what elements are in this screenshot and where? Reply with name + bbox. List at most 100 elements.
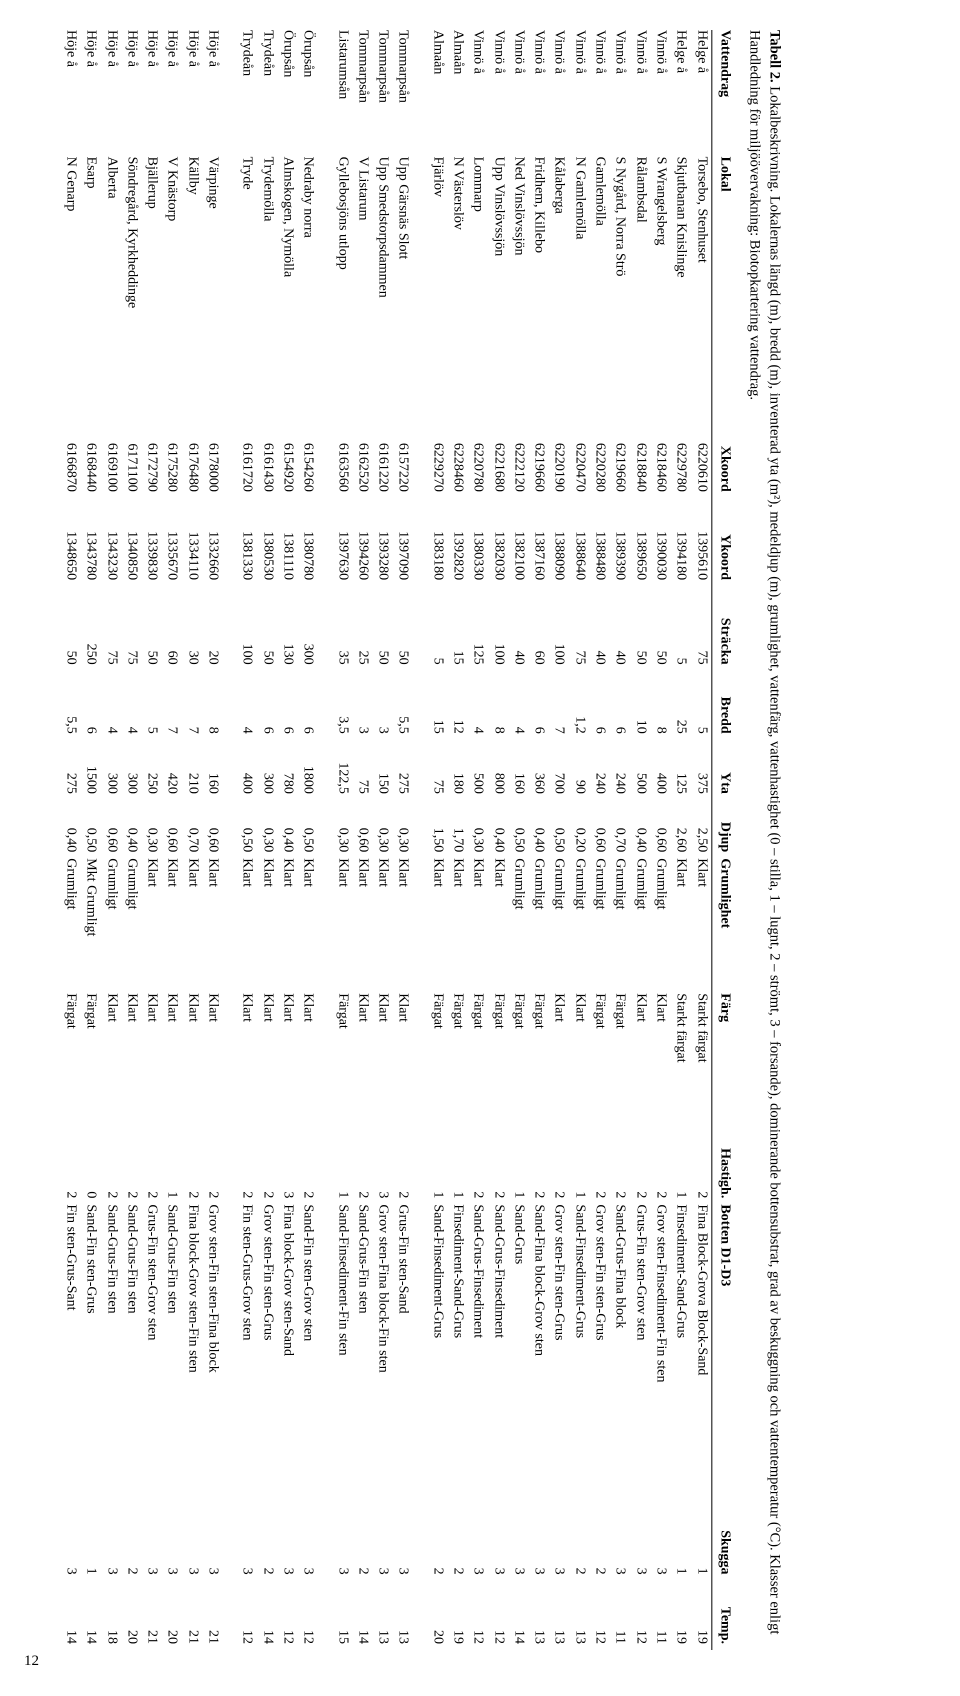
- table-cell: 2: [427, 1500, 447, 1581]
- table-cell: S Nygård, Norra Strö: [609, 157, 629, 410]
- table-cell: 1390030: [650, 498, 670, 586]
- table-cell: 0,60: [101, 800, 121, 858]
- table-cell: 25: [670, 671, 690, 740]
- col-header: Sträcka: [711, 586, 736, 671]
- table-cell: Klart: [352, 858, 372, 993]
- table-cell: 0,40: [488, 800, 508, 858]
- table-cell: 8: [488, 671, 508, 740]
- table-cell: 100: [549, 586, 569, 671]
- table-cell: Klart: [236, 858, 256, 993]
- table-cell: Sand-Grus-Finsediment: [467, 1204, 487, 1499]
- table-cell: 14: [60, 1581, 80, 1650]
- table-cell: 2: [121, 1114, 141, 1204]
- table-cell: 1: [508, 1114, 528, 1204]
- table-cell: 6220610: [691, 410, 712, 498]
- table-cell: N Västerslöv: [447, 157, 467, 410]
- table-cell: 300: [121, 740, 141, 800]
- table-cell: Klart: [297, 993, 317, 1114]
- table-cell: Klart: [392, 993, 412, 1114]
- table-cell: 1388090: [549, 498, 569, 586]
- table-cell: 100: [488, 586, 508, 671]
- table-cell: Almaån: [427, 30, 447, 157]
- table-cell: 3: [488, 1500, 508, 1581]
- data-table: VattendragLokalXkoordYkoordSträckaBreddY…: [60, 30, 736, 1650]
- table-cell: 1: [161, 1114, 181, 1204]
- table-cell: 7: [161, 671, 181, 740]
- table-cell: 2,60: [670, 800, 690, 858]
- table-cell: Färgat: [508, 993, 528, 1114]
- table-cell: 160: [508, 740, 528, 800]
- gap-cell: [222, 30, 236, 1650]
- table-cell: 1334110: [182, 498, 202, 586]
- table-cell: Sand-Fina block-Grov sten: [528, 1204, 548, 1499]
- col-header: Lokal: [711, 157, 736, 410]
- table-cell: Höje å: [121, 30, 141, 157]
- table-cell: 4: [508, 671, 528, 740]
- table-cell: Höje å: [141, 30, 161, 157]
- table-row: Vinnö åGamlemölla622028013884804062400,6…: [589, 30, 609, 1650]
- table-row: Vinnö åUpp Vinslövssjön62216801382030100…: [488, 30, 508, 1650]
- table-cell: 4: [101, 671, 121, 740]
- table-cell: Klart: [332, 858, 352, 993]
- table-cell: 3: [372, 671, 392, 740]
- table-cell: Klart: [670, 858, 690, 993]
- table-cell: Fin sten-Grus-Sant: [60, 1204, 80, 1499]
- table-cell: 6229780: [670, 410, 690, 498]
- table-cell: 1343780: [80, 498, 100, 586]
- table-cell: Klart: [202, 993, 222, 1114]
- table-cell: 3: [508, 1500, 528, 1581]
- table-cell: 1: [80, 1500, 100, 1581]
- table-cell: Fina block-Grov sten-Fin sten: [182, 1204, 202, 1499]
- table-cell: 3: [182, 1500, 202, 1581]
- table-cell: Grumligt: [60, 858, 80, 993]
- table-cell: Färgat: [609, 993, 629, 1114]
- table-cell: 0,70: [182, 800, 202, 858]
- table-cell: 1800: [297, 740, 317, 800]
- table-cell: Klart: [372, 858, 392, 993]
- table-cell: 1335670: [161, 498, 181, 586]
- table-cell: 6228460: [447, 410, 467, 498]
- table-cell: Färgat: [332, 993, 352, 1114]
- table-cell: 50: [257, 586, 277, 671]
- table-row: Höje åAlberta616910013432307543000,60Gru…: [101, 30, 121, 1650]
- table-cell: 2: [691, 1114, 712, 1204]
- table-cell: Esarp: [80, 157, 100, 410]
- table-cell: 12: [630, 1581, 650, 1650]
- table-cell: Grus-Fin sten-Grov sten: [141, 1204, 161, 1499]
- table-cell: Färgat: [467, 993, 487, 1114]
- table-cell: 1: [691, 1500, 712, 1581]
- col-header: Djup: [711, 800, 736, 858]
- table-cell: Alberta: [101, 157, 121, 410]
- table-row: ÖrupsånNedraby norra61542601380780300618…: [297, 30, 317, 1650]
- table-cell: 6: [528, 671, 548, 740]
- col-header: Bredd: [711, 671, 736, 740]
- table-cell: 19: [691, 1581, 712, 1650]
- table-cell: Finsediment-Sand-Grus: [447, 1204, 467, 1499]
- table-cell: Grov sten-Fin sten-Grus: [257, 1204, 277, 1499]
- table-row: Vinnö åLommarp6220780138033012545000,30K…: [467, 30, 487, 1650]
- table-cell: 700: [549, 740, 569, 800]
- table-cell: 14: [80, 1581, 100, 1650]
- table-cell: 0,30: [372, 800, 392, 858]
- table-cell: Kålaberga: [549, 157, 569, 410]
- table-cell: 2: [121, 1500, 141, 1581]
- table-row: Vinnö åS Nygård, Norra Strö6219660138939…: [609, 30, 629, 1650]
- table-cell: 130: [277, 586, 297, 671]
- table-cell: 5: [670, 586, 690, 671]
- table-cell: 50: [650, 586, 670, 671]
- table-cell: 375: [691, 740, 712, 800]
- table-cell: Tryde: [236, 157, 256, 410]
- table-cell: Örupsån: [297, 30, 317, 157]
- table-cell: Upp Vinslövssjön: [488, 157, 508, 410]
- table-cell: 3: [352, 671, 372, 740]
- table-cell: 2: [101, 1114, 121, 1204]
- table-cell: Färgat: [427, 993, 447, 1114]
- table-cell: 30: [182, 586, 202, 671]
- table-cell: 6154920: [277, 410, 297, 498]
- table-cell: 11: [650, 1581, 670, 1650]
- table-cell: Ned Vinslövssjön: [508, 157, 528, 410]
- table-cell: Färgat: [447, 993, 467, 1114]
- table-cell: 50: [141, 586, 161, 671]
- table-cell: 4: [467, 671, 487, 740]
- table-cell: 1500: [80, 740, 100, 800]
